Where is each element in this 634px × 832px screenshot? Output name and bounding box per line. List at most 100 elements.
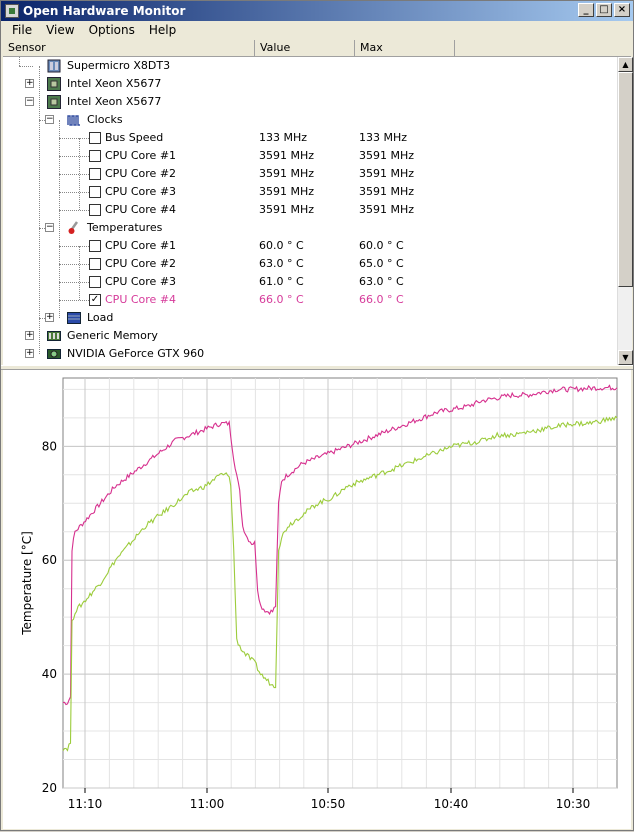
sensor-label: Load bbox=[87, 311, 114, 324]
tree-row[interactable]: + Load bbox=[3, 309, 617, 327]
plot-svg: 20 40 60 80 11:10 11:00 10:50 10:40 10:30 Tempera… bbox=[20, 377, 618, 811]
series-line-1 bbox=[62, 384, 618, 706]
tree-row[interactable]: − Intel Xeon X5677 bbox=[3, 93, 617, 111]
close-button[interactable]: × bbox=[614, 3, 630, 17]
collapse-icon[interactable]: − bbox=[45, 222, 54, 232]
tree-guide-line bbox=[59, 156, 93, 157]
tree-guide-line bbox=[19, 57, 20, 66]
checkbox[interactable] bbox=[89, 240, 101, 252]
maximize-button[interactable]: □ bbox=[596, 3, 612, 17]
sensor-max: 65.0 ° C bbox=[359, 257, 404, 270]
expand-icon[interactable]: + bbox=[25, 330, 34, 340]
expand-icon[interactable]: + bbox=[25, 78, 34, 88]
checkbox-checked-icon[interactable]: ✓ bbox=[89, 294, 101, 306]
sensor-value: 3591 MHz bbox=[259, 203, 315, 216]
sensor-max: 3591 MHz bbox=[359, 203, 415, 216]
sensor-label: CPU Core #1 bbox=[105, 149, 177, 162]
sensor-max: 3591 MHz bbox=[359, 185, 415, 198]
motherboard-icon bbox=[47, 59, 61, 73]
sensor-label: Clocks bbox=[87, 113, 123, 126]
y-axis-label: Temperature [°C] bbox=[20, 531, 34, 636]
menu-view[interactable]: View bbox=[46, 23, 75, 37]
y-tick-label: 40 bbox=[42, 667, 57, 681]
checkbox[interactable] bbox=[89, 258, 101, 270]
column-headers: Sensor Value Max bbox=[3, 40, 631, 57]
expand-icon[interactable]: + bbox=[45, 312, 54, 322]
sensor-label: Bus Speed bbox=[105, 131, 164, 144]
tree-row[interactable]: ✓ CPU Core #4 66.0 ° C 66.0 ° C bbox=[3, 291, 617, 309]
column-header-sensor[interactable]: Sensor bbox=[3, 40, 255, 57]
tree-row[interactable]: CPU Core #2 3591 MHz 3591 MHz bbox=[3, 165, 617, 183]
temperature-plot: 20 40 60 80 11:10 11:00 10:50 10:40 10:30 Tempera… bbox=[3, 370, 631, 829]
tree-row[interactable]: + NVIDIA GeForce GTX 960 bbox=[3, 345, 617, 363]
menu-help[interactable]: Help bbox=[148, 23, 177, 37]
y-tick-label: 20 bbox=[42, 781, 57, 795]
tree-row[interactable]: Bus Speed 133 MHz 133 MHz bbox=[3, 129, 617, 147]
menu-file[interactable]: File bbox=[12, 23, 33, 37]
scroll-thumb[interactable] bbox=[618, 72, 633, 287]
tree-row[interactable]: CPU Core #2 63.0 ° C 65.0 ° C bbox=[3, 255, 617, 273]
x-tick-label: 11:10 bbox=[68, 797, 103, 811]
tree-row[interactable]: CPU Core #1 3591 MHz 3591 MHz bbox=[3, 147, 617, 165]
tree-scrollbar[interactable]: ▲ ▼ bbox=[617, 57, 633, 365]
menu-bar: File View Options Help bbox=[1, 21, 633, 39]
tree-row[interactable]: Supermicro X8DT3 bbox=[3, 57, 617, 75]
checkbox[interactable] bbox=[89, 132, 101, 144]
sensor-label: CPU Core #1 bbox=[105, 239, 177, 252]
collapse-icon[interactable]: − bbox=[45, 114, 54, 124]
tree-row[interactable]: − Temperatures bbox=[3, 219, 617, 237]
sensor-label: CPU Core #3 bbox=[105, 275, 177, 288]
sensor-label: CPU Core #4 bbox=[105, 293, 177, 306]
tree-row[interactable]: + Intel Xeon X5677 bbox=[3, 75, 617, 93]
checkbox[interactable] bbox=[89, 276, 101, 288]
tree-guide-line bbox=[59, 174, 93, 175]
window-title: Open Hardware Monitor bbox=[23, 4, 186, 18]
tree-guide-line bbox=[59, 282, 93, 283]
checkbox[interactable] bbox=[89, 150, 101, 162]
sensor-max: 60.0 ° C bbox=[359, 239, 404, 252]
checkbox[interactable] bbox=[89, 168, 101, 180]
expand-icon[interactable]: + bbox=[25, 348, 34, 358]
sensor-label: CPU Core #4 bbox=[105, 203, 177, 216]
tree-guide-line bbox=[59, 120, 60, 318]
sensor-label: Supermicro X8DT3 bbox=[67, 59, 171, 72]
y-tick-label: 80 bbox=[42, 439, 57, 453]
sensor-label: Intel Xeon X5677 bbox=[67, 95, 162, 108]
memory-icon bbox=[47, 329, 61, 343]
load-icon bbox=[67, 311, 81, 325]
tree-row[interactable]: CPU Core #3 3591 MHz 3591 MHz bbox=[3, 183, 617, 201]
tree-guide-line bbox=[59, 264, 93, 265]
clock-icon bbox=[67, 113, 81, 127]
sensor-value: 63.0 ° C bbox=[259, 257, 304, 270]
column-header-value[interactable]: Value bbox=[255, 40, 355, 57]
tree-row[interactable]: − Clocks bbox=[3, 111, 617, 129]
tree-row[interactable]: + Generic Memory bbox=[3, 327, 617, 345]
tree-row[interactable]: CPU Core #1 60.0 ° C 60.0 ° C bbox=[3, 237, 617, 255]
sensor-value: 133 MHz bbox=[259, 131, 308, 144]
sensor-value: 3591 MHz bbox=[259, 167, 315, 180]
thermometer-icon bbox=[67, 221, 81, 235]
tree-guide-line bbox=[39, 66, 40, 354]
sensor-label: Temperatures bbox=[87, 221, 163, 234]
scroll-down-arrow-icon[interactable]: ▼ bbox=[618, 350, 633, 365]
x-tick-label: 10:50 bbox=[311, 797, 346, 811]
checkbox[interactable] bbox=[89, 204, 101, 216]
collapse-icon[interactable]: − bbox=[25, 96, 34, 106]
tree-row[interactable]: CPU Core #3 61.0 ° C 63.0 ° C bbox=[3, 273, 617, 291]
tree-guide-line bbox=[59, 192, 93, 193]
splitter[interactable] bbox=[1, 365, 633, 370]
sensor-max: 66.0 ° C bbox=[359, 293, 404, 306]
minimize-button[interactable]: _ bbox=[578, 3, 594, 17]
sensor-value: 3591 MHz bbox=[259, 185, 315, 198]
scroll-up-arrow-icon[interactable]: ▲ bbox=[618, 57, 633, 72]
sensor-label: Intel Xeon X5677 bbox=[67, 77, 162, 90]
sensor-label: Generic Memory bbox=[67, 329, 158, 342]
column-header-max[interactable]: Max bbox=[355, 40, 455, 57]
title-bar[interactable]: Open Hardware Monitor _ □ × bbox=[1, 1, 633, 21]
menu-options[interactable]: Options bbox=[88, 23, 135, 37]
cpu-icon bbox=[47, 77, 61, 91]
sensor-max: 63.0 ° C bbox=[359, 275, 404, 288]
checkbox[interactable] bbox=[89, 186, 101, 198]
sensor-value: 3591 MHz bbox=[259, 149, 315, 162]
tree-row[interactable]: CPU Core #4 3591 MHz 3591 MHz bbox=[3, 201, 617, 219]
